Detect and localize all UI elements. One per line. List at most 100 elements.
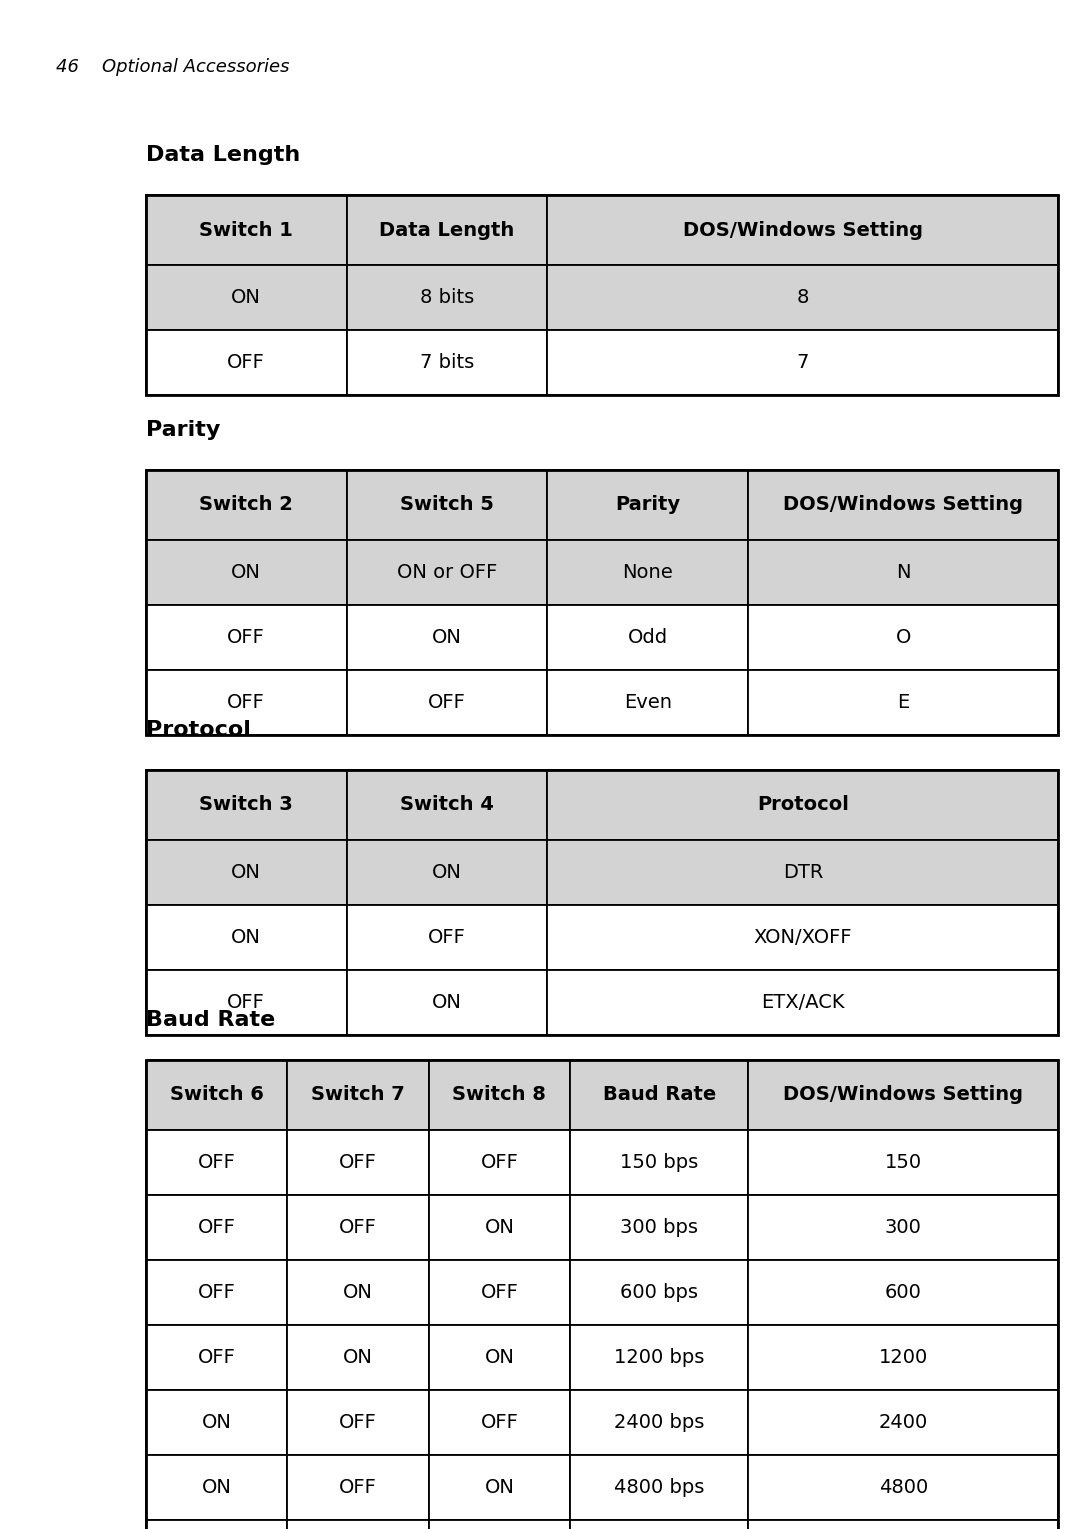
Bar [287, 1196, 429, 1260]
Text: 600 bps: 600 bps [620, 1283, 698, 1303]
Text: O: O [895, 628, 910, 647]
Bar [347, 265, 548, 330]
Bar [748, 1326, 1058, 1390]
Text: Data Length: Data Length [379, 220, 514, 240]
Bar [548, 469, 748, 540]
Bar [548, 839, 1058, 905]
Bar [347, 196, 548, 265]
Text: OFF: OFF [227, 693, 265, 713]
Text: 2400: 2400 [879, 1413, 928, 1433]
Text: ON: ON [202, 1479, 231, 1497]
Bar [146, 540, 347, 605]
Bar [429, 1196, 570, 1260]
Bar [548, 196, 1058, 265]
Bar [146, 196, 347, 265]
Text: 1200 bps: 1200 bps [613, 1349, 704, 1367]
Text: ON: ON [231, 928, 261, 946]
Text: Switch 4: Switch 4 [400, 795, 494, 815]
Bar [748, 1060, 1058, 1130]
Text: ON: ON [485, 1349, 514, 1367]
Text: Switch 8: Switch 8 [453, 1086, 546, 1104]
Text: ON: ON [202, 1413, 231, 1433]
Bar [287, 1326, 429, 1390]
Text: Protocol: Protocol [757, 795, 849, 815]
Text: DOS/Windows Setting: DOS/Windows Setting [783, 495, 1023, 514]
Text: Switch 2: Switch 2 [199, 495, 293, 514]
Text: ON: ON [231, 862, 261, 882]
Text: ON: ON [343, 1349, 373, 1367]
Bar [548, 265, 1058, 330]
Bar [347, 540, 548, 605]
Bar [429, 1520, 570, 1529]
Bar [570, 1456, 748, 1520]
Text: N: N [896, 563, 910, 583]
Text: 4800: 4800 [879, 1479, 928, 1497]
Text: ON: ON [432, 862, 462, 882]
Bar [748, 605, 1058, 670]
Bar [146, 1326, 287, 1390]
Bar [347, 771, 548, 839]
Bar [146, 1060, 287, 1130]
Text: DOS/Windows Setting: DOS/Windows Setting [783, 1086, 1023, 1104]
Bar [347, 670, 548, 735]
Text: 2400 bps: 2400 bps [613, 1413, 704, 1433]
Text: Switch 1: Switch 1 [199, 220, 293, 240]
Bar [146, 469, 1058, 735]
Text: DOS/Windows Setting: DOS/Windows Setting [683, 220, 923, 240]
Bar [146, 605, 347, 670]
Bar [548, 905, 1058, 969]
Text: Switch 3: Switch 3 [200, 795, 293, 815]
Bar [146, 1520, 287, 1529]
Bar [548, 330, 1058, 394]
Text: OFF: OFF [227, 628, 265, 647]
Text: ON: ON [485, 1219, 514, 1237]
Text: Odd: Odd [627, 628, 667, 647]
Text: OFF: OFF [428, 928, 465, 946]
Text: 1200: 1200 [879, 1349, 928, 1367]
Bar [748, 1260, 1058, 1326]
Bar [570, 1260, 748, 1326]
Bar [146, 1196, 287, 1260]
Text: XON/XOFF: XON/XOFF [754, 928, 852, 946]
Text: Parity: Parity [616, 495, 680, 514]
Bar [146, 1060, 1058, 1529]
Text: Even: Even [624, 693, 672, 713]
Text: 7 bits: 7 bits [420, 353, 474, 372]
Bar [748, 1130, 1058, 1196]
Bar [748, 1390, 1058, 1456]
Text: ETX/ACK: ETX/ACK [761, 992, 845, 1012]
Bar [146, 1260, 287, 1326]
Bar [287, 1130, 429, 1196]
Text: 300: 300 [885, 1219, 921, 1237]
Bar [429, 1060, 570, 1130]
Text: OFF: OFF [198, 1349, 235, 1367]
Bar [429, 1130, 570, 1196]
Text: None: None [622, 563, 673, 583]
Bar [429, 1326, 570, 1390]
Text: Data Length: Data Length [146, 145, 300, 165]
Text: DTR: DTR [783, 862, 823, 882]
Bar [429, 1456, 570, 1520]
Bar [287, 1060, 429, 1130]
Text: OFF: OFF [198, 1219, 235, 1237]
Bar [570, 1060, 748, 1130]
Text: Baud Rate: Baud Rate [146, 1011, 275, 1031]
Text: 7: 7 [797, 353, 809, 372]
Text: OFF: OFF [481, 1413, 518, 1433]
Text: 46    Optional Accessories: 46 Optional Accessories [56, 58, 289, 76]
Bar [548, 969, 1058, 1035]
Text: 600: 600 [885, 1283, 921, 1303]
Bar [748, 1520, 1058, 1529]
Text: 8 bits: 8 bits [420, 287, 474, 307]
Bar [429, 1260, 570, 1326]
Text: ON: ON [343, 1283, 373, 1303]
Text: Switch 6: Switch 6 [170, 1086, 264, 1104]
Text: ON: ON [231, 287, 261, 307]
Bar [287, 1390, 429, 1456]
Bar [347, 905, 548, 969]
Text: ON: ON [231, 563, 261, 583]
Text: Baud Rate: Baud Rate [603, 1086, 716, 1104]
Bar [570, 1130, 748, 1196]
Bar [347, 469, 548, 540]
Text: OFF: OFF [339, 1153, 377, 1173]
